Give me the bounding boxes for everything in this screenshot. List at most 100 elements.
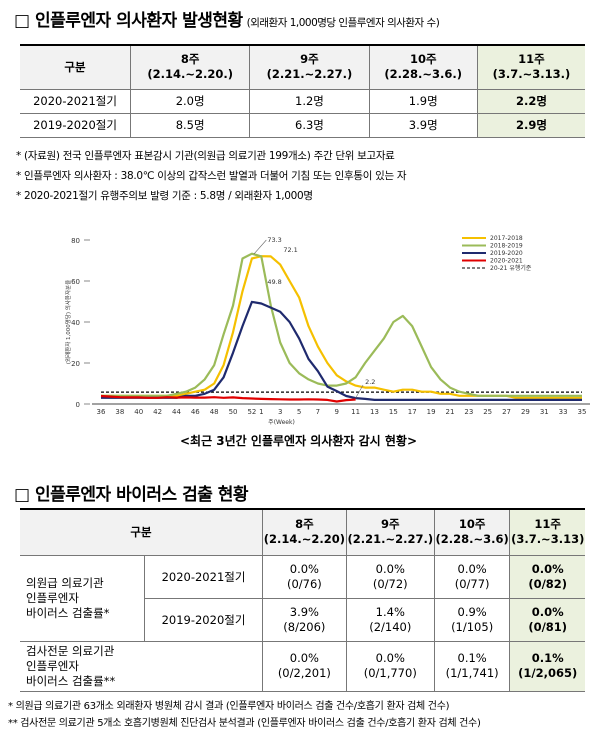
cell-line: (2.14.~2.20.)	[147, 67, 233, 82]
note: * 2020-2021절기 유행주의보 발령 기준 : 5.8명 / 외래환자 …	[16, 190, 313, 202]
cell: 0.0% (0/1,770)	[345, 640, 435, 692]
series-line	[101, 252, 582, 397]
legend-label: 2020-2021	[490, 258, 523, 265]
cell-line: 0.0%	[457, 561, 487, 576]
cell: 0.9% (1/105)	[433, 597, 511, 642]
annotation: 72.1	[283, 246, 297, 254]
cell-line: 인플루엔자	[26, 590, 79, 605]
x-tick-label: 21	[445, 408, 454, 416]
y-tick-label: 60	[71, 278, 80, 286]
x-axis-label: 주(Week)	[268, 419, 295, 426]
x-tick-label: 3	[278, 408, 282, 416]
cell-line: (3.7.~3.13.)	[492, 67, 571, 82]
x-tick-label: 42	[153, 408, 162, 416]
cell-line: (0/1,770)	[363, 666, 417, 680]
cell-line: (2.21.~2.27.)	[266, 67, 353, 82]
y-tick-label: 20	[71, 360, 80, 368]
cell-line: (8/206)	[283, 619, 326, 634]
cell-line: 0.1%	[531, 651, 564, 665]
y-tick-label: 0	[76, 401, 80, 409]
x-tick-label: 25	[483, 408, 492, 416]
y-tick-label: 40	[71, 319, 80, 327]
cell-line: 8주	[180, 52, 200, 67]
cell-line: 검사전문 의료기관	[26, 643, 115, 658]
cell-line: 10주	[409, 52, 437, 67]
header-row: 구분 8주 (2.14.~2.20) 9주 (2.21.~2.27.) 10주 (2.28.…	[20, 508, 585, 556]
section-title: □ 인플루엔자 바이러스 검출 현황	[14, 485, 249, 505]
cell-line: 10주	[458, 517, 486, 532]
cell-line: (2.21.~2.27.)	[347, 532, 434, 547]
cell-line: 1.4%	[375, 604, 405, 619]
note: * 인플루엔자 의사환자 : 38.0℃ 이상의 갑작스런 발열과 더불어 기침…	[16, 170, 407, 182]
x-tick-label: 13	[370, 408, 379, 416]
cell-line: 0.0%	[289, 651, 319, 665]
cell: 6.3명	[249, 112, 370, 138]
cell-line: 의원급 의료기관	[26, 575, 104, 590]
cell: 2.0명	[129, 88, 251, 114]
x-tick-label: 50	[229, 408, 238, 416]
cell-line: (1/1,741)	[445, 666, 499, 680]
subtitle: (외래환자 1,000명당 인플루엔자 의사환자 수)	[246, 17, 440, 29]
cell-line: (2.14.~2.20)	[263, 532, 345, 547]
notes: * (자료원) 전국 인플루엔자 표본감시 기관(의원급 의료기관 199개소)…	[16, 146, 407, 206]
row-label: 2019-2020절기	[144, 597, 264, 642]
notes: * 의원급 의료기관 63개소 외래환자 병원체 감시 결과 (인플루엔자 바이…	[8, 698, 481, 732]
cell-line: 11주	[518, 52, 545, 67]
header-cell: 구분	[20, 508, 264, 556]
cell: 2.2명	[476, 88, 585, 114]
row-label: 2020-2021절기	[143, 554, 264, 599]
annotation: 73.3	[267, 236, 281, 244]
cell: 0.0% (0/77)	[433, 554, 511, 599]
cell-line: 0.0%	[531, 604, 564, 619]
table-row: 2020-2021절기 2.0명 1.2명 1.9명 2.2명	[20, 88, 585, 114]
cell-line: 11주	[534, 517, 561, 532]
header-cell: 10주 (2.28.~3.6.)	[368, 44, 478, 90]
cell-line: (0/72)	[372, 576, 408, 591]
header-cell: 8주 (2.14.~2.20.)	[129, 44, 251, 90]
cell-line: 3.9%	[289, 604, 319, 619]
x-tick-label: 44	[172, 408, 181, 416]
cell-line: (0/77)	[454, 576, 490, 591]
note: * 의원급 의료기관 63개소 외래환자 병원체 감시 결과 (인플루엔자 바이…	[8, 701, 450, 712]
row-label: 2019-2020절기	[20, 112, 131, 138]
legend-label: 20-21 유행기준	[490, 264, 532, 272]
x-tick-label: 27	[502, 408, 511, 416]
cell-line: 0.0%	[289, 561, 319, 576]
x-tick-label: 48	[210, 408, 219, 416]
section-title: □ 인플루엔자 의사환자 발생현황 (외래환자 1,000명당 인플루엔자 의사환…	[14, 6, 440, 31]
x-tick-label: 36	[97, 408, 106, 416]
cell: 0.1% (1/2,065)	[509, 640, 585, 692]
series-line	[100, 394, 356, 403]
header-cell: 10주 (2.28.~3.6)	[433, 508, 511, 556]
annotation-leader	[355, 384, 364, 399]
series-line	[101, 255, 582, 399]
x-tick-label: 17	[408, 408, 417, 416]
table-row: 2019-2020절기 3.9% (8/206) 1.4% (2/140) 0.9% (1/…	[20, 597, 585, 642]
cell-line: 0.0%	[375, 651, 405, 665]
x-tick-label: 1	[259, 408, 263, 416]
x-tick-label: 40	[134, 408, 143, 416]
cell-line: 0.9%	[457, 604, 487, 619]
x-tick-label: 29	[521, 408, 530, 416]
cell: 3.9명	[368, 112, 478, 138]
cell-line: 바이러스 검출률*	[26, 605, 110, 620]
table: 구분 8주 (2.14.~2.20.) 9주 (2.21.~2.27.) 10주 (2.28…	[20, 44, 585, 138]
cell: 1.4% (2/140)	[345, 597, 435, 642]
cell: 2.9명	[476, 112, 585, 138]
cell: 3.9% (8/206)	[262, 597, 347, 642]
legend-label: 2017-2018	[490, 235, 523, 242]
cell-line: (2/140)	[369, 619, 412, 634]
x-tick-label: 7	[316, 408, 320, 416]
cell-line: 9주	[300, 52, 319, 67]
header-row: 구분 8주 (2.14.~2.20.) 9주 (2.21.~2.27.) 10주 (2.28…	[20, 44, 585, 90]
table-row: 검사전문 의료기관 인플루엔자 바이러스 검출률** 0.0% (0/2,201) 0.0…	[20, 640, 585, 692]
annotation: 2.2	[365, 378, 375, 386]
cell-line: 0.0%	[375, 561, 405, 576]
x-tick-label: 52	[247, 408, 256, 416]
table-row: 의원급 의료기관 인플루엔자 바이러스 검출률* 2020-2021절기 0.0% (0/…	[20, 554, 585, 642]
header-cell: 8주 (2.14.~2.20)	[262, 508, 347, 556]
note: * (자료원) 전국 인플루엔자 표본감시 기관(의원급 의료기관 199개소)…	[16, 150, 395, 162]
